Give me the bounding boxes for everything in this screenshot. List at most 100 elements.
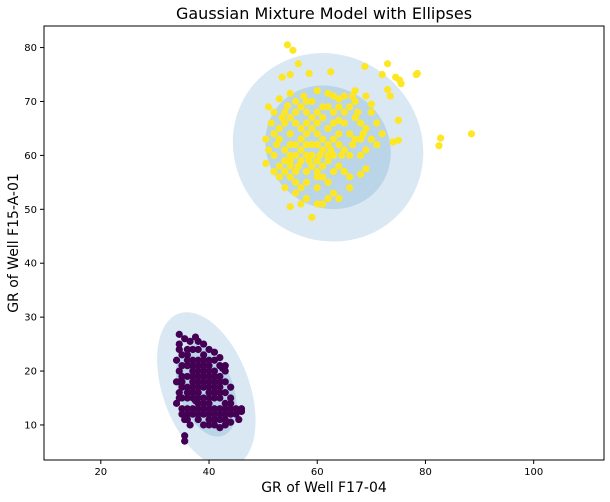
data-point-upper bbox=[335, 130, 343, 138]
data-point-lower bbox=[210, 410, 219, 418]
data-point-lower bbox=[183, 345, 191, 354]
data-point-upper bbox=[313, 184, 321, 192]
data-point-lower bbox=[183, 389, 191, 397]
data-point-lower bbox=[227, 418, 235, 426]
data-point-upper bbox=[291, 167, 300, 176]
data-point-lower bbox=[232, 410, 240, 418]
data-point-upper bbox=[291, 141, 300, 149]
data-point-lower bbox=[200, 340, 208, 348]
data-point-upper bbox=[346, 151, 354, 159]
data-point-lower bbox=[194, 356, 202, 364]
data-point-upper bbox=[373, 119, 381, 127]
data-point-upper bbox=[319, 162, 327, 170]
data-point-lower bbox=[216, 353, 224, 362]
data-point-upper bbox=[313, 108, 321, 116]
y-tick-label: 80 bbox=[24, 43, 37, 54]
data-point-upper bbox=[367, 108, 375, 116]
data-point-upper bbox=[324, 194, 332, 203]
data-point-upper bbox=[281, 157, 289, 165]
data-point-upper bbox=[346, 173, 354, 181]
data-point-upper bbox=[348, 92, 357, 100]
series-lower bbox=[172, 330, 246, 445]
data-point-upper bbox=[308, 97, 316, 106]
data-point-upper bbox=[302, 130, 311, 138]
data-point-lower bbox=[210, 389, 219, 397]
data-point-upper bbox=[305, 69, 313, 78]
data-point-upper bbox=[335, 116, 343, 124]
data-point-upper bbox=[286, 151, 294, 159]
data-point-lower bbox=[221, 415, 229, 424]
data-point-upper bbox=[297, 124, 305, 133]
data-point-upper bbox=[313, 87, 321, 95]
x-tick-label: 40 bbox=[203, 467, 216, 478]
data-point-upper bbox=[281, 108, 289, 116]
data-point-lower bbox=[183, 410, 191, 418]
data-point-upper bbox=[335, 95, 343, 103]
data-point-lower bbox=[205, 405, 213, 413]
data-point-lower bbox=[227, 410, 235, 418]
data-point-lower bbox=[189, 378, 197, 386]
data-point-lower bbox=[205, 362, 213, 370]
data-point-upper bbox=[297, 184, 305, 192]
data-point-lower bbox=[205, 399, 213, 407]
data-point-lower bbox=[186, 421, 194, 429]
data-point-upper bbox=[324, 124, 332, 133]
data-point-upper bbox=[337, 151, 346, 159]
data-point-lower bbox=[181, 432, 189, 440]
data-point-upper bbox=[340, 167, 348, 176]
data-point-lower bbox=[216, 424, 224, 432]
data-point-upper bbox=[283, 41, 292, 49]
data-point-upper bbox=[412, 70, 420, 79]
data-point-upper bbox=[340, 119, 348, 127]
data-point-lower bbox=[183, 383, 191, 391]
data-point-upper bbox=[308, 151, 316, 159]
data-point-lower bbox=[194, 337, 202, 345]
data-point-lower bbox=[205, 372, 213, 381]
data-point-upper bbox=[275, 135, 283, 143]
data-point-lower bbox=[189, 410, 197, 418]
data-point-upper bbox=[283, 102, 292, 110]
data-point-lower bbox=[205, 389, 213, 397]
data-point-lower bbox=[210, 415, 219, 424]
data-point-upper bbox=[351, 97, 359, 106]
data-point-upper bbox=[302, 97, 311, 106]
data-point-lower bbox=[205, 383, 213, 391]
data-point-lower bbox=[194, 399, 202, 407]
x-axis-label: GR of Well F17-04 bbox=[261, 480, 387, 496]
data-point-upper bbox=[275, 162, 283, 170]
data-point-lower bbox=[189, 362, 197, 370]
data-point-upper bbox=[308, 124, 316, 133]
data-point-lower bbox=[205, 367, 213, 375]
data-point-lower bbox=[205, 394, 213, 402]
data-point-upper bbox=[386, 92, 394, 100]
data-point-upper bbox=[335, 162, 343, 170]
data-point-lower bbox=[216, 415, 224, 424]
data-point-lower bbox=[175, 367, 183, 375]
data-point-upper bbox=[313, 141, 321, 149]
data-point-lower bbox=[216, 383, 224, 391]
data-point-lower bbox=[216, 378, 224, 386]
data-point-upper bbox=[324, 141, 332, 149]
data-point-lower bbox=[200, 405, 208, 413]
data-point-upper bbox=[305, 157, 313, 165]
data-point-upper bbox=[286, 114, 294, 122]
x-axis: 20 40 60 80 100 bbox=[94, 460, 543, 478]
data-point-upper bbox=[291, 189, 300, 197]
data-point-upper bbox=[356, 151, 365, 159]
data-point-upper bbox=[308, 162, 316, 170]
data-point-lower bbox=[216, 362, 224, 370]
data-point-upper bbox=[335, 194, 343, 203]
data-point-upper bbox=[436, 134, 445, 142]
data-point-lower bbox=[200, 378, 208, 386]
data-point-upper bbox=[361, 62, 369, 71]
data-point-upper bbox=[289, 46, 297, 54]
data-point-upper bbox=[297, 135, 305, 143]
data-point-upper bbox=[270, 108, 278, 116]
data-point-lower bbox=[200, 367, 208, 375]
data-point-upper bbox=[291, 108, 300, 116]
data-point-upper bbox=[278, 114, 286, 122]
data-point-lower bbox=[210, 405, 219, 413]
data-point-lower bbox=[227, 394, 235, 402]
data-point-upper bbox=[313, 130, 321, 138]
plot-area bbox=[157, 41, 476, 460]
